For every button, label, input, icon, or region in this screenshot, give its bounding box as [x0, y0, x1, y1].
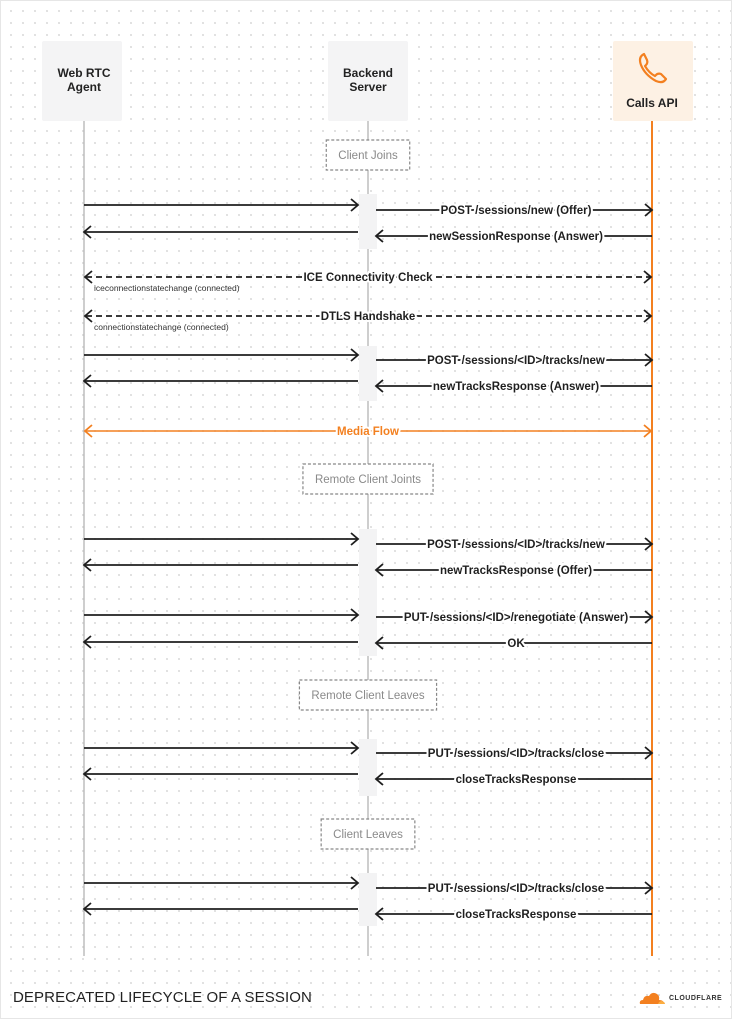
participant-label-calls: Calls API [626, 96, 678, 110]
participant-box-agent [42, 41, 122, 121]
arrowhead [350, 876, 360, 890]
arrowhead [644, 881, 654, 895]
cloudflare-logo: CLOUDFLARE [638, 991, 722, 1005]
activation-bar [359, 873, 377, 926]
arrowhead-left [83, 424, 93, 438]
arrowhead [644, 610, 654, 624]
media-flow-label: Media Flow [337, 426, 399, 438]
participant-label-agent: Web RTC [57, 66, 110, 80]
arrowhead [374, 563, 384, 577]
arrowhead [644, 203, 654, 217]
phone-icon [638, 52, 668, 84]
message-label: closeTracksResponse [456, 774, 577, 786]
arrowhead [82, 902, 92, 916]
activation-bar [359, 194, 377, 249]
arrowhead-right [643, 270, 653, 284]
message-label: DTLS Handshake [321, 311, 416, 323]
arrowhead [374, 907, 384, 921]
activation-bar [359, 739, 377, 796]
arrowhead-left [83, 309, 93, 323]
message-label: POST /sessions/<ID>/tracks/new [427, 539, 605, 551]
arrowhead [350, 741, 360, 755]
message-label: newTracksResponse (Offer) [440, 565, 592, 577]
arrowhead [350, 348, 360, 362]
section-box [320, 818, 416, 850]
arrowhead [374, 636, 384, 650]
arrowhead [82, 374, 92, 388]
arrowhead [644, 746, 654, 760]
arrowhead [644, 537, 654, 551]
arrowhead [374, 229, 384, 243]
arrowhead-right [643, 424, 653, 438]
arrowhead-left [83, 270, 93, 284]
diagram-title: DEPRECATED LIFECYCLE OF A SESSION [13, 989, 312, 1006]
activation-bar [359, 529, 377, 656]
cloud-icon [639, 992, 665, 1004]
participant-box-calls [613, 41, 693, 121]
section-box [302, 463, 434, 495]
section-label: Client Leaves [333, 829, 403, 841]
section-label: Remote Client Joints [315, 474, 421, 486]
section-box [298, 679, 438, 711]
message-label: closeTracksResponse [456, 909, 577, 921]
message-label: newSessionResponse (Answer) [429, 231, 603, 243]
message-label: PUT /sessions/<ID>/tracks/close [428, 883, 604, 895]
arrowhead [350, 608, 360, 622]
arrowhead [374, 772, 384, 786]
arrowhead [350, 532, 360, 546]
message-label: POST /sessions/new (Offer) [441, 205, 592, 217]
participant-label-backend: Backend [343, 66, 393, 80]
event-note: iceconnectionstatechange (connected) [94, 283, 240, 293]
message-label: PUT /sessions/<ID>/renegotiate (Answer) [404, 612, 628, 624]
section-label: Remote Client Leaves [311, 690, 424, 702]
message-label: ICE Connectivity Check [303, 272, 433, 284]
message-label: POST /sessions/<ID>/tracks/new [427, 355, 605, 367]
participant-label-backend: Server [349, 80, 387, 94]
arrowhead [82, 558, 92, 572]
arrowhead [82, 635, 92, 649]
message-label: newTracksResponse (Answer) [433, 381, 599, 393]
event-note: connectionstatechange (connected) [94, 322, 229, 332]
arrowhead [350, 198, 360, 212]
participant-label-agent: Agent [67, 80, 101, 94]
section-label: Client Joins [338, 150, 398, 162]
message-label: PUT /sessions/<ID>/tracks/close [428, 748, 604, 760]
section-box [325, 139, 411, 171]
arrowhead [82, 767, 92, 781]
arrowhead [374, 379, 384, 393]
arrowhead-right [643, 309, 653, 323]
participant-box-backend [328, 41, 408, 121]
message-label: OK [507, 638, 525, 650]
activation-bar [359, 346, 377, 401]
logo-text: CLOUDFLARE [669, 994, 723, 1002]
arrowhead [644, 353, 654, 367]
arrowhead [82, 225, 92, 239]
